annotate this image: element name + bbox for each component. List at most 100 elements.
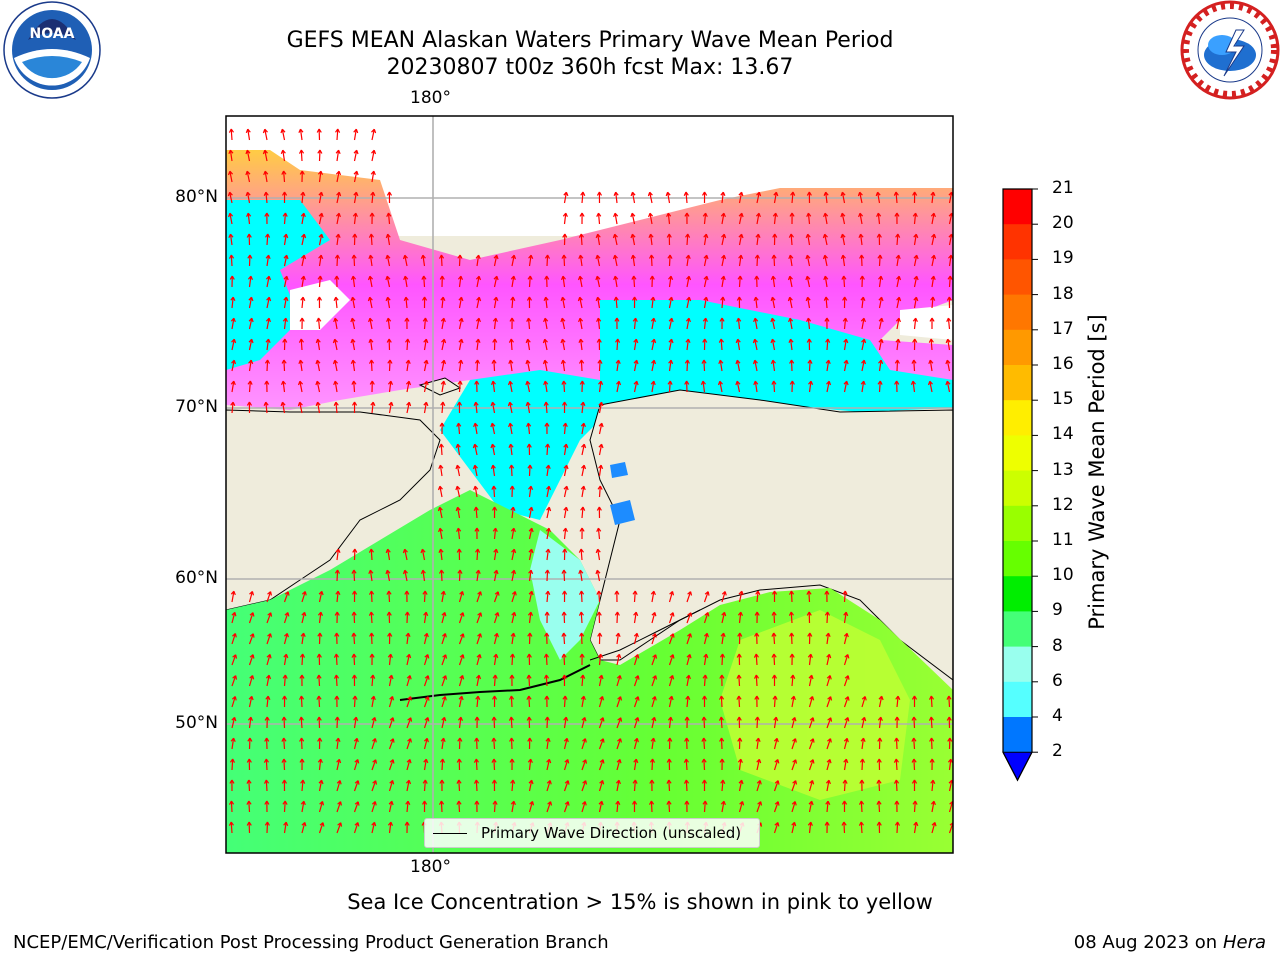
wave-arrow: [560, 296, 566, 309]
wave-arrow: [823, 296, 829, 309]
wave-arrow: [773, 780, 780, 792]
wave-arrow: [598, 401, 604, 414]
wave-arrow: [651, 611, 657, 624]
wave-arrow: [406, 401, 412, 414]
wave-arrow: [945, 380, 951, 393]
wave-arrow: [668, 317, 674, 330]
wave-arrow: [510, 632, 516, 645]
wave-arrow: [702, 338, 708, 351]
wave-arrow: [772, 695, 778, 708]
wave-arrow: [440, 737, 446, 750]
wave-arrow: [651, 338, 657, 351]
wave-arrow: [353, 170, 359, 183]
wave-arrow: [333, 296, 339, 309]
wave-arrow: [368, 233, 374, 246]
wave-arrow: [753, 674, 760, 687]
wave-arrow: [246, 821, 252, 834]
wave-arrow: [440, 380, 446, 393]
wave-arrow: [248, 590, 255, 603]
wave-arrow: [493, 569, 499, 582]
wave-arrow: [510, 275, 516, 288]
wave-arrow: [580, 191, 586, 204]
wave-arrow: [651, 716, 657, 729]
wave-arrow: [649, 758, 656, 771]
wave-arrow: [317, 170, 324, 183]
wave-arrow: [402, 569, 408, 582]
wave-arrow: [930, 275, 936, 288]
wave-arrow: [406, 738, 412, 750]
wave-arrow: [754, 254, 760, 267]
wave-arrow: [265, 254, 271, 267]
wave-arrow: [352, 212, 358, 225]
wave-arrow: [788, 254, 794, 267]
wave-arrow: [772, 212, 778, 225]
wave-arrow: [929, 737, 935, 750]
wave-arrow: [441, 654, 448, 666]
wave-arrow: [385, 233, 391, 246]
wave-arrow: [650, 380, 656, 393]
wave-arrow: [860, 317, 866, 330]
colorbar-tick-label: 15: [1052, 389, 1074, 410]
wave-arrow: [701, 758, 707, 771]
wave-arrow: [615, 800, 621, 813]
wave-arrow: [405, 380, 412, 393]
wave-arrow: [300, 632, 306, 645]
wave-arrow: [300, 275, 306, 288]
wave-arrow: [632, 779, 638, 792]
wave-arrow: [825, 632, 831, 645]
wave-arrow: [912, 800, 918, 813]
wave-arrow: [474, 800, 480, 813]
wave-arrow: [596, 317, 602, 330]
wave-arrow: [633, 338, 639, 351]
wave-arrow: [579, 212, 585, 225]
wave-arrow: [231, 654, 238, 666]
wave-arrow: [754, 611, 760, 624]
wave-arrow: [511, 548, 517, 561]
wave-arrow: [371, 780, 378, 792]
wave-arrow: [510, 506, 516, 519]
wave-arrow: [773, 716, 779, 729]
wave-arrow: [318, 779, 324, 792]
wave-arrow: [701, 695, 708, 707]
wave-arrow: [806, 317, 812, 330]
wave-arrow: [525, 401, 531, 414]
wave-arrow: [597, 653, 603, 666]
noaa-logo: NOAA: [3, 1, 101, 99]
wave-arrow: [263, 401, 269, 414]
wave-arrow: [947, 275, 953, 288]
wave-arrow: [298, 128, 304, 141]
wave-arrow: [718, 338, 724, 351]
wave-arrow: [546, 780, 552, 792]
wave-arrow: [876, 821, 882, 834]
wave-arrow: [561, 380, 567, 393]
wave-arrow: [474, 737, 480, 750]
chart-subtitle: 20230807 t00z 360h fcst Max: 13.67: [386, 55, 794, 80]
wave-arrow: [788, 611, 794, 624]
lat-label-70: 70°N: [175, 397, 218, 417]
colorbar-tick-label: 19: [1052, 248, 1074, 269]
wave-arrow: [441, 359, 447, 372]
wave-arrow: [928, 359, 934, 372]
wave-arrow: [578, 359, 585, 372]
wave-arrow: [633, 717, 640, 729]
wave-arrow: [490, 443, 496, 456]
wave-arrow: [702, 674, 708, 687]
wave-arrow: [406, 758, 412, 771]
wave-arrow: [858, 800, 865, 813]
wave-arrow: [423, 338, 429, 351]
wave-arrow: [578, 569, 584, 582]
wave-arrow: [578, 233, 584, 246]
wave-arrow: [825, 338, 831, 351]
wave-arrow: [231, 633, 237, 645]
wave-arrow: [367, 296, 373, 309]
wave-arrow: [353, 737, 359, 750]
wave-arrow: [402, 548, 408, 561]
wave-arrow: [822, 254, 828, 267]
wave-arrow: [351, 401, 358, 414]
wave-arrow: [543, 317, 549, 330]
wave-arrow: [650, 737, 656, 750]
wave-arrow: [773, 737, 779, 750]
wave-arrow: [283, 591, 290, 603]
wave-arrow: [507, 380, 513, 393]
wave-arrow: [895, 233, 901, 246]
